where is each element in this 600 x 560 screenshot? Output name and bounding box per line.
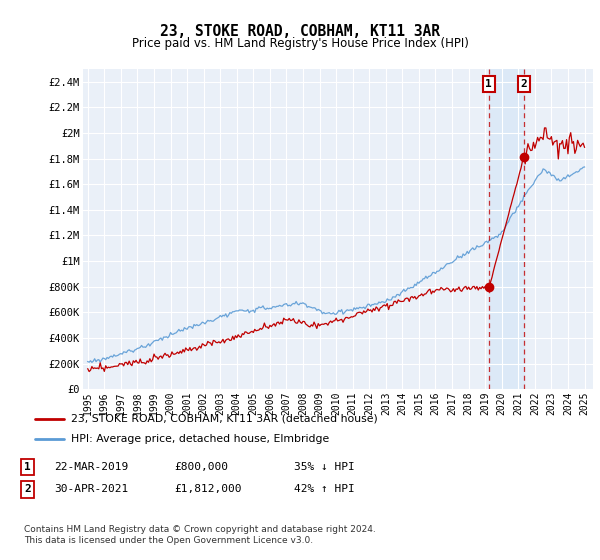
Text: Contains HM Land Registry data © Crown copyright and database right 2024.
This d: Contains HM Land Registry data © Crown c… <box>24 525 376 545</box>
Text: 23, STOKE ROAD, COBHAM, KT11 3AR (detached house): 23, STOKE ROAD, COBHAM, KT11 3AR (detach… <box>71 413 377 423</box>
Text: 1: 1 <box>485 79 492 89</box>
Text: 22-MAR-2019: 22-MAR-2019 <box>54 462 128 472</box>
Text: 35% ↓ HPI: 35% ↓ HPI <box>294 462 355 472</box>
Text: £800,000: £800,000 <box>174 462 228 472</box>
Text: Price paid vs. HM Land Registry's House Price Index (HPI): Price paid vs. HM Land Registry's House … <box>131 37 469 50</box>
Text: £1,812,000: £1,812,000 <box>174 484 241 494</box>
Text: 42% ↑ HPI: 42% ↑ HPI <box>294 484 355 494</box>
Text: 1: 1 <box>24 462 31 472</box>
Text: 23, STOKE ROAD, COBHAM, KT11 3AR: 23, STOKE ROAD, COBHAM, KT11 3AR <box>160 24 440 39</box>
Text: HPI: Average price, detached house, Elmbridge: HPI: Average price, detached house, Elmb… <box>71 434 329 444</box>
Text: 30-APR-2021: 30-APR-2021 <box>54 484 128 494</box>
Text: 2: 2 <box>520 79 527 89</box>
Bar <box>489 69 524 389</box>
Text: 2: 2 <box>24 484 31 494</box>
